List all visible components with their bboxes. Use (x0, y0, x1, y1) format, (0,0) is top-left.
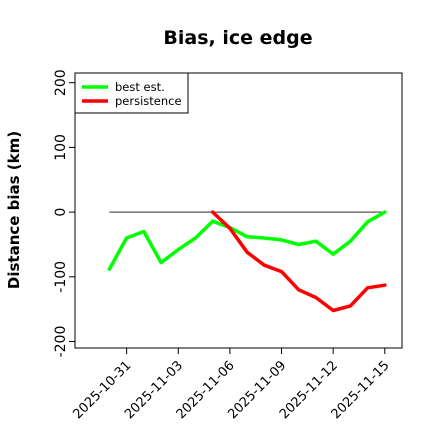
y-tick-label: 100 (53, 134, 69, 161)
y-axis: -200 -100 0 100 200 (53, 69, 75, 357)
plot-area (107, 210, 387, 313)
legend-box (74, 72, 189, 114)
y-axis-label: Distance bias (km) (5, 131, 23, 289)
legend-label: persistence (115, 94, 182, 108)
series-line-best-est (107, 210, 387, 271)
legend: best est.persistence (74, 72, 189, 114)
y-tick-label: -100 (53, 261, 69, 293)
y-tick-label: 0 (53, 208, 69, 217)
plot-frame (74, 72, 403, 349)
x-axis: 2025-10-312025-11-032025-11-062025-11-09… (70, 348, 393, 422)
legend-label: best est. (115, 80, 165, 94)
y-tick-label: 200 (53, 69, 69, 96)
y-tick-label: -200 (53, 326, 69, 358)
chart-title: Bias, ice edge (163, 27, 312, 49)
series-line-persistence (210, 210, 387, 313)
